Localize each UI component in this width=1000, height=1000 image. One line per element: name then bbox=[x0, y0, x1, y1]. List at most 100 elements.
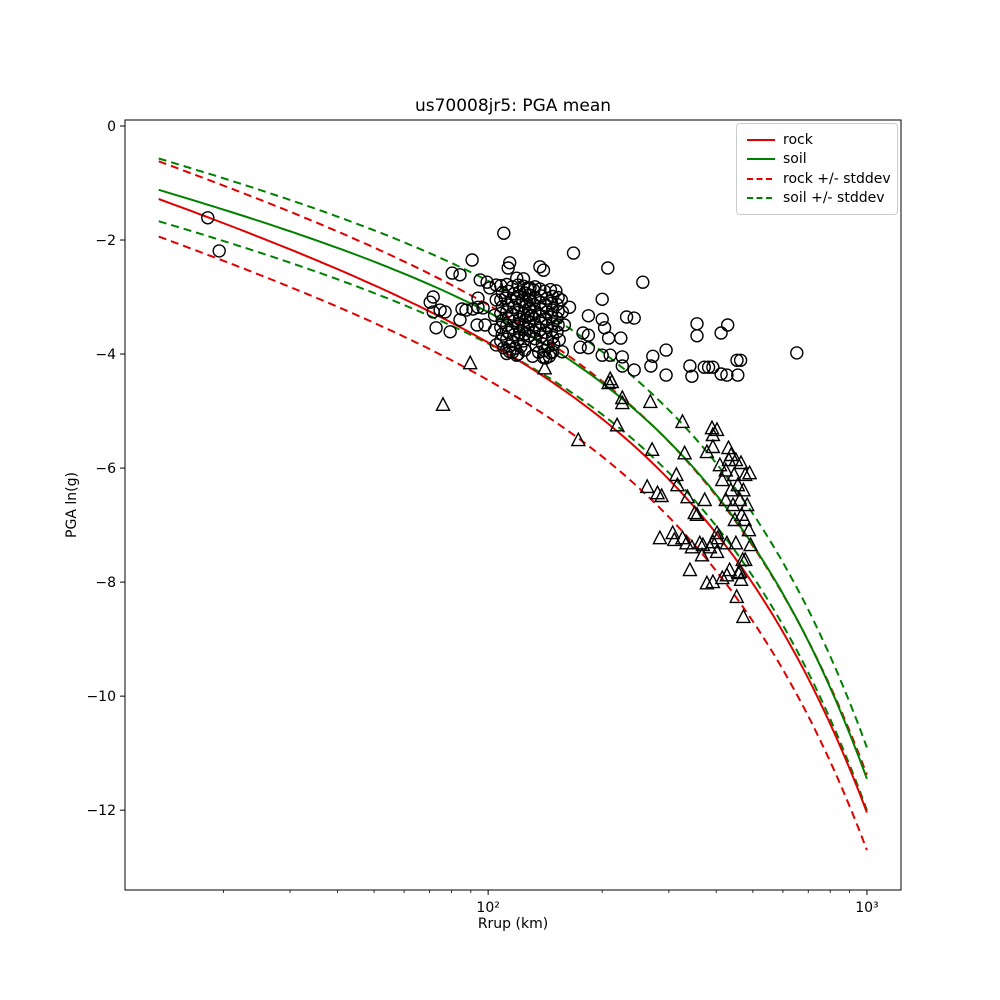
scatter-triangle-point bbox=[697, 491, 713, 507]
scatter-circle-point bbox=[489, 338, 503, 352]
scatter-triangle-point bbox=[719, 534, 735, 550]
scatter-triangle-point bbox=[669, 476, 686, 492]
y-tick-label: −12 bbox=[86, 803, 116, 819]
scatter-circle-point bbox=[443, 325, 457, 339]
scatter-triangle-point bbox=[730, 476, 746, 492]
scatter-triangle-point bbox=[705, 533, 721, 549]
scatter-triangle-point bbox=[699, 574, 715, 590]
scatter-triangle-point bbox=[604, 373, 620, 389]
scatter-triangle-point bbox=[694, 546, 710, 562]
legend-label: rock bbox=[783, 132, 813, 148]
scatter-circle-point bbox=[510, 292, 524, 306]
scatter-circle-point bbox=[497, 226, 511, 240]
scatter-triangle-point bbox=[676, 444, 693, 460]
scatter-circle-point bbox=[542, 349, 556, 363]
scatter-triangle-point bbox=[649, 484, 666, 500]
scatter-triangle-point bbox=[674, 413, 691, 429]
scatter-triangle-point bbox=[709, 543, 725, 559]
scatter-circle-point bbox=[539, 312, 553, 326]
scatter-circle-point bbox=[595, 348, 609, 362]
scatter-triangle-point bbox=[723, 446, 739, 462]
scatter-circle-point bbox=[512, 298, 527, 313]
scatter-triangle-point bbox=[723, 481, 739, 497]
scatter-triangle-point bbox=[733, 571, 749, 586]
x-axis-label: Rrup (km) bbox=[477, 916, 549, 932]
y-axis-label: PGA ln(g) bbox=[64, 472, 80, 538]
scatter-triangle-point bbox=[666, 531, 682, 547]
scatter-circle-point bbox=[511, 347, 525, 361]
scatter-circle-point bbox=[730, 353, 744, 367]
scatter-triangle-point bbox=[726, 466, 742, 482]
scatter-triangle-point bbox=[727, 511, 743, 527]
scatter-triangle-point bbox=[570, 431, 586, 447]
legend-entry-soil-stddev: soil +/- stddev bbox=[747, 189, 887, 207]
scatter-triangle-point bbox=[682, 561, 698, 577]
scatter-circle-point bbox=[614, 331, 628, 345]
scatter-triangle-point bbox=[725, 496, 741, 512]
scatter-circle-point bbox=[573, 340, 587, 354]
y-tick-label: −8 bbox=[95, 575, 116, 591]
scatter-circle-point bbox=[543, 282, 558, 297]
scatter-circle-point bbox=[545, 289, 560, 304]
scatter-triangle-point bbox=[728, 451, 744, 467]
scatter-triangle-point bbox=[721, 561, 738, 577]
legend: rock soil rock +/- stddev soil +/- stddev bbox=[736, 123, 898, 215]
scatter-triangle-point bbox=[736, 511, 753, 527]
curve-soil-mean bbox=[158, 188, 868, 780]
scatter-triangle-point bbox=[714, 569, 730, 585]
scatter-circle-point bbox=[601, 261, 615, 275]
scatter-triangle-point bbox=[735, 608, 752, 624]
scatter-circle-point bbox=[714, 326, 728, 340]
scatter-circle-point bbox=[685, 369, 699, 383]
legend-label: soil bbox=[783, 151, 807, 168]
scatter-triangle-point bbox=[714, 471, 730, 487]
scatter-circle-point bbox=[471, 300, 485, 314]
scatter-circle-point bbox=[544, 296, 559, 310]
scatter-triangle-point bbox=[665, 524, 681, 540]
scatter-triangle-point bbox=[668, 466, 685, 482]
scatter-circle-point bbox=[659, 368, 673, 382]
legend-line-sample bbox=[747, 177, 775, 180]
scatter-circle-point bbox=[581, 341, 596, 355]
scatter-circle-point bbox=[465, 253, 479, 267]
scatter-circle-point bbox=[659, 343, 673, 357]
scatter-circle-point bbox=[505, 345, 520, 359]
scatter-triangle-point bbox=[537, 359, 553, 375]
scatter-triangle-point bbox=[737, 466, 753, 482]
scatter-circle-point bbox=[581, 309, 596, 323]
y-tick-label: −2 bbox=[95, 233, 116, 249]
scatter-circle-point bbox=[473, 273, 487, 287]
y-tick-label: −6 bbox=[95, 461, 116, 477]
y-tick-label: −10 bbox=[86, 689, 116, 705]
scatter-circle-point bbox=[566, 246, 581, 260]
legend-entry-rock: rock bbox=[747, 131, 887, 149]
scatter-circle-point bbox=[615, 350, 629, 364]
x-tick-label: 10³ bbox=[855, 900, 878, 916]
scatter-circle-point bbox=[547, 337, 561, 352]
scatter-circle-point bbox=[487, 323, 502, 337]
scatter-triangle-point bbox=[728, 534, 744, 550]
scatter-circle-point bbox=[470, 318, 484, 332]
scatter-circle-point bbox=[733, 353, 748, 367]
scatter-triangle-point bbox=[644, 441, 660, 456]
scatter-circle-point bbox=[533, 260, 547, 274]
scatter-triangle-point bbox=[462, 354, 478, 370]
scatter-triangle-point bbox=[733, 454, 749, 470]
scatter-circle-point bbox=[505, 280, 520, 294]
legend-line-sample bbox=[747, 139, 775, 141]
scatter-circle-point bbox=[201, 211, 215, 225]
scatter-circle-point bbox=[544, 310, 559, 324]
scatter-circle-point bbox=[627, 311, 641, 325]
scatter-circle-point bbox=[615, 359, 629, 373]
plot-spines bbox=[124, 119, 902, 891]
scatter-circle-point bbox=[511, 333, 525, 347]
scatter-circle-point bbox=[438, 305, 452, 319]
scatter-circle-point bbox=[536, 263, 551, 277]
scatter-triangle-point bbox=[609, 416, 625, 432]
scatter-circle-point bbox=[690, 329, 704, 343]
scatter-triangle-point bbox=[652, 529, 668, 545]
scatter-circle-point bbox=[512, 326, 527, 340]
scatter-triangle-point bbox=[718, 491, 734, 507]
